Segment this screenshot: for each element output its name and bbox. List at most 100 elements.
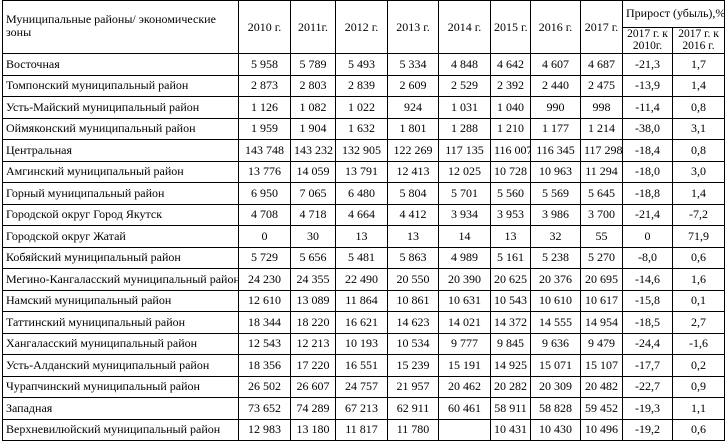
table-cell: 20 550 xyxy=(387,268,439,291)
table-cell: 2 873 xyxy=(238,74,291,97)
table-cell: 18 220 xyxy=(290,311,336,334)
table-cell: 5 270 xyxy=(580,246,623,269)
table-cell: 73 652 xyxy=(238,397,291,420)
header-cell: 2010 г. xyxy=(238,0,291,54)
table-row: Центральная 143 748 143 232 132 905 122 269 1… xyxy=(2,139,726,162)
table-cell: -19,3 xyxy=(622,397,673,420)
table-cell: 143 748 xyxy=(238,139,291,162)
table-cell: 14 555 xyxy=(530,311,581,334)
table-cell: Хангаласский муниципальный район xyxy=(2,332,239,355)
table-cell: 14 623 xyxy=(387,311,439,334)
table-cell: 20 282 xyxy=(490,375,531,398)
table-cell: 5 569 xyxy=(530,182,581,205)
header-cell: 2015 г. xyxy=(490,0,531,54)
table-cell: 20 625 xyxy=(490,268,531,291)
table-cell: 1 214 xyxy=(580,117,623,140)
table-cell: -1,6 xyxy=(671,332,726,355)
table-cell: 11 817 xyxy=(335,418,388,441)
table-cell: -17,7 xyxy=(622,354,673,377)
table-cell: 5 863 xyxy=(387,246,439,269)
table-cell: Центральная xyxy=(2,139,239,162)
table-cell: 10 617 xyxy=(580,289,623,312)
table-cell: 13 xyxy=(387,225,439,248)
table-cell: 74 289 xyxy=(290,397,336,420)
table-cell: Городской округ Город Якутск xyxy=(2,203,239,226)
table-cell: 4 718 xyxy=(290,203,336,226)
table-row: Усть-Алданский муниципальный район 18 356… xyxy=(2,354,726,377)
table-cell: 32 xyxy=(530,225,581,248)
table-cell: 1,1 xyxy=(671,397,726,420)
table-cell: 20 482 xyxy=(580,375,623,398)
table-cell: 1 177 xyxy=(530,117,581,140)
table-cell: 12 610 xyxy=(238,289,291,312)
table-cell: 5 481 xyxy=(335,246,388,269)
table-cell: Кобяйский муниципальный район xyxy=(2,246,239,269)
table-row: Мегино-Кангаласский муниципальный район 2… xyxy=(2,268,726,291)
table-cell: 16 621 xyxy=(335,311,388,334)
table-cell: 4 664 xyxy=(335,203,388,226)
table-cell: 15 191 xyxy=(438,354,491,377)
table-cell: Томпонский муниципальный район xyxy=(2,74,239,97)
table-cell: 10 543 xyxy=(490,289,531,312)
table-cell: 13 xyxy=(335,225,388,248)
table-cell: 3 953 xyxy=(490,203,531,226)
table-cell: -15,8 xyxy=(622,289,673,312)
table-cell: -7,2 xyxy=(671,203,726,226)
table-cell: 5 334 xyxy=(387,53,439,76)
table-cell: 3 986 xyxy=(530,203,581,226)
table-cell: Горный муниципальный район xyxy=(2,182,239,205)
table-cell: 5 560 xyxy=(490,182,531,205)
table-cell: -21,4 xyxy=(622,203,673,226)
header-cell: Муниципальные районы/ экономические зоны xyxy=(2,0,239,54)
table-cell: 3,1 xyxy=(671,117,726,140)
table-cell: 20 309 xyxy=(530,375,581,398)
table-cell: 5 701 xyxy=(438,182,491,205)
table-cell: 924 xyxy=(387,96,439,119)
table-row: Таттинский муниципальный район 18 344 18 2… xyxy=(2,311,726,334)
table-cell: -8,0 xyxy=(622,246,673,269)
table-cell: 117 135 xyxy=(438,139,491,162)
table-cell: 1 040 xyxy=(490,96,531,119)
table-row: Томпонский муниципальный район 2 873 2 803… xyxy=(2,74,726,97)
table-row: Намский муниципальный район 12 610 13 089 1… xyxy=(2,289,726,312)
table-cell: 1 959 xyxy=(238,117,291,140)
table-row: Амгинский муниципальный район 13 776 14 05… xyxy=(2,160,726,183)
table-cell: 10 193 xyxy=(335,332,388,355)
table-cell: 10 631 xyxy=(438,289,491,312)
table-cell: 12 543 xyxy=(238,332,291,355)
table-cell: 62 911 xyxy=(387,397,439,420)
table-cell: 116 345 xyxy=(530,139,581,162)
table-cell: 117 298 xyxy=(580,139,623,162)
table-cell: 7 065 xyxy=(290,182,336,205)
table-cell: 4 642 xyxy=(490,53,531,76)
header-cell: Прирост (убыль),% xyxy=(621,0,726,28)
table-cell: 14 954 xyxy=(580,311,623,334)
table-cell: -11,4 xyxy=(622,96,673,119)
table-cell: Оймяконский муниципальный район xyxy=(2,117,239,140)
table-cell: 13 791 xyxy=(335,160,388,183)
table-cell: 2 609 xyxy=(387,74,439,97)
table-cell: 9 777 xyxy=(438,332,491,355)
table-cell: -24,4 xyxy=(622,332,673,355)
table-cell: 0,8 xyxy=(671,139,726,162)
table-cell: 20 376 xyxy=(530,268,581,291)
table-cell: 1 022 xyxy=(335,96,388,119)
table-cell: 14 059 xyxy=(290,160,336,183)
table-cell: Верхневилюйский муниципальный район xyxy=(2,418,239,441)
table-cell: 5 161 xyxy=(490,246,531,269)
table-cell: 71,9 xyxy=(671,225,726,248)
table-cell: 2 803 xyxy=(290,74,336,97)
table-cell: 2 392 xyxy=(490,74,531,97)
table-cell: 1,6 xyxy=(671,268,726,291)
table-cell: 6 480 xyxy=(335,182,388,205)
table-cell: 15 239 xyxy=(387,354,439,377)
table-cell: 2,7 xyxy=(671,311,726,334)
table-cell: -38,0 xyxy=(622,117,673,140)
table-cell: 2 529 xyxy=(438,74,491,97)
table-cell: 10 430 xyxy=(530,418,581,441)
table-cell: 14 021 xyxy=(438,311,491,334)
table-cell: 18 344 xyxy=(238,311,291,334)
table-cell: 2 475 xyxy=(580,74,623,97)
table-cell: 10 861 xyxy=(387,289,439,312)
